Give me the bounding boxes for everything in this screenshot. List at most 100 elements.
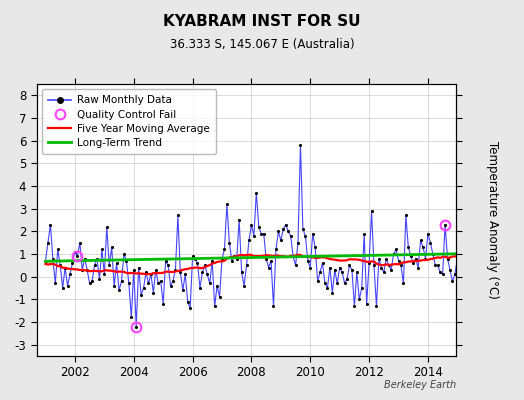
Point <box>117 278 126 284</box>
Point <box>348 267 356 273</box>
Point <box>318 260 326 266</box>
Point <box>463 246 472 253</box>
Point <box>301 233 310 239</box>
Point <box>78 267 86 273</box>
Point <box>215 294 224 300</box>
Point <box>443 255 452 262</box>
Text: 36.333 S, 145.067 E (Australia): 36.333 S, 145.067 E (Australia) <box>170 38 354 51</box>
Point <box>397 262 405 268</box>
Point <box>240 282 248 289</box>
Point <box>85 280 94 287</box>
Point <box>458 264 466 271</box>
Point <box>385 262 393 268</box>
Point <box>41 258 50 264</box>
Point <box>333 280 342 287</box>
Point <box>93 255 101 262</box>
Point <box>120 251 128 257</box>
Point <box>88 278 96 284</box>
Point <box>455 217 464 223</box>
Point <box>382 255 390 262</box>
Point <box>223 201 231 207</box>
Point <box>311 244 319 250</box>
Point <box>169 278 177 284</box>
Point <box>201 262 209 268</box>
Point <box>159 301 167 307</box>
Point <box>186 305 194 312</box>
Point <box>281 221 290 228</box>
Point <box>233 255 241 262</box>
Point <box>135 264 143 271</box>
Point <box>421 255 430 262</box>
Point <box>475 258 484 264</box>
Point <box>203 271 212 278</box>
Point <box>46 221 54 228</box>
Point <box>44 240 52 246</box>
Point <box>465 255 474 262</box>
Point <box>269 303 278 309</box>
Point <box>365 260 373 266</box>
Point <box>196 285 204 291</box>
Point <box>372 303 380 309</box>
Point <box>473 230 481 237</box>
Point <box>154 280 162 287</box>
Point <box>392 246 400 253</box>
Point <box>53 246 62 253</box>
Point <box>341 280 349 287</box>
Point <box>151 267 160 273</box>
Point <box>451 271 459 278</box>
Point <box>115 287 123 294</box>
Point <box>173 212 182 219</box>
Point <box>247 221 256 228</box>
Point <box>468 280 476 287</box>
Point <box>303 258 312 264</box>
Point <box>139 285 148 291</box>
Point <box>218 255 226 262</box>
Point <box>461 240 469 246</box>
Point <box>350 303 358 309</box>
Point <box>245 237 253 244</box>
Point <box>61 264 69 271</box>
Point <box>353 269 361 275</box>
Point <box>345 262 354 268</box>
Point <box>181 271 190 278</box>
Point <box>83 267 91 273</box>
Point <box>157 278 165 284</box>
Point <box>448 278 456 284</box>
Point <box>431 262 440 268</box>
Point <box>277 237 285 244</box>
Point <box>137 292 145 298</box>
Point <box>262 255 270 262</box>
Point <box>127 314 136 321</box>
Point <box>176 269 184 275</box>
Point <box>417 237 425 244</box>
Point <box>411 255 420 262</box>
Point <box>478 242 486 248</box>
Point <box>113 260 121 266</box>
Point <box>237 269 246 275</box>
Point <box>272 246 280 253</box>
Point <box>220 246 228 253</box>
Point <box>95 276 104 282</box>
Point <box>105 262 113 268</box>
Point <box>59 285 67 291</box>
Point <box>471 214 479 221</box>
Point <box>326 264 334 271</box>
Point <box>267 258 275 264</box>
Legend: Raw Monthly Data, Quality Control Fail, Five Year Moving Average, Long-Term Tren: Raw Monthly Data, Quality Control Fail, … <box>42 89 216 154</box>
Point <box>446 267 454 273</box>
Point <box>328 289 336 296</box>
Point <box>51 280 60 287</box>
Point <box>193 260 202 266</box>
Point <box>399 280 408 287</box>
Point <box>259 230 268 237</box>
Point <box>343 276 351 282</box>
Point <box>279 226 288 232</box>
Point <box>142 269 150 275</box>
Point <box>213 282 221 289</box>
Point <box>296 142 304 148</box>
Point <box>404 244 412 250</box>
Point <box>107 244 116 250</box>
Point <box>375 255 383 262</box>
Point <box>316 269 324 275</box>
Point <box>407 253 415 260</box>
